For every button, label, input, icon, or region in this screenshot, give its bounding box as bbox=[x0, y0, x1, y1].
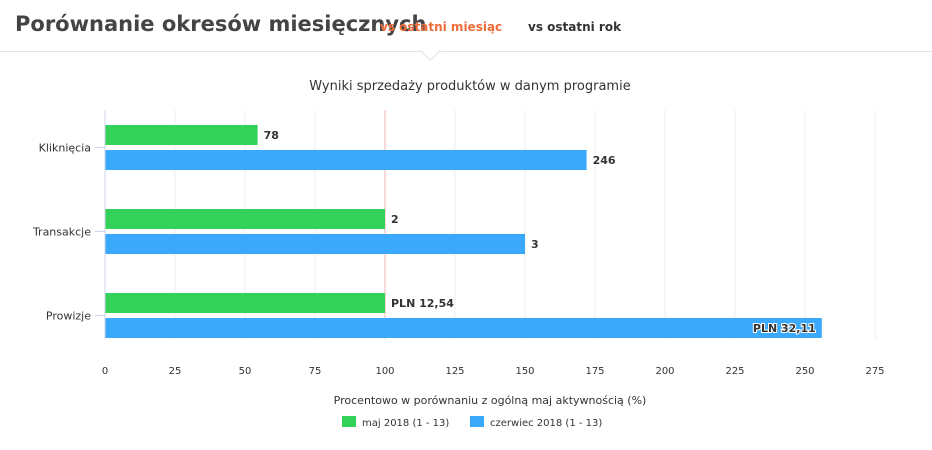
page-title: Porównanie okresów miesięcznych bbox=[15, 12, 427, 36]
x-tick-label: 150 bbox=[515, 366, 534, 377]
bar-maj[interactable] bbox=[105, 293, 385, 313]
x-tick-label: 100 bbox=[375, 366, 394, 377]
bar-czerwiec[interactable] bbox=[105, 318, 822, 338]
x-tick-label: 200 bbox=[655, 366, 674, 377]
tab-vs-last-month[interactable]: vs ostatni miesiąc bbox=[380, 20, 503, 34]
bar-czerwiec[interactable] bbox=[105, 234, 525, 254]
tab-vs-last-year[interactable]: vs ostatni rok bbox=[528, 20, 622, 34]
data-label: 2 bbox=[391, 213, 399, 226]
y-category-label: Prowizje bbox=[46, 310, 91, 323]
data-label: PLN 32,11 bbox=[753, 322, 816, 335]
x-axis-label: Procentowo w porównaniu z ogólną maj akt… bbox=[334, 394, 647, 407]
data-label: 78 bbox=[264, 129, 279, 142]
x-tick-label: 50 bbox=[239, 366, 252, 377]
x-tick-label: 175 bbox=[585, 366, 604, 377]
x-tick-label: 125 bbox=[445, 366, 464, 377]
data-label: 3 bbox=[531, 238, 539, 251]
chart: Wyniki sprzedaży produktów w danym progr… bbox=[32, 79, 885, 429]
data-label: PLN 12,54 bbox=[391, 297, 454, 310]
legend-label[interactable]: maj 2018 (1 - 13) bbox=[362, 418, 449, 429]
bar-maj[interactable] bbox=[105, 125, 258, 145]
legend-swatch[interactable] bbox=[342, 416, 356, 427]
x-tick-label: 0 bbox=[102, 366, 108, 377]
legend-label[interactable]: czerwiec 2018 (1 - 13) bbox=[490, 418, 602, 429]
x-tick-label: 275 bbox=[865, 366, 884, 377]
data-label: 246 bbox=[593, 154, 616, 167]
bar-maj[interactable] bbox=[105, 209, 385, 229]
bar-czerwiec[interactable] bbox=[105, 150, 587, 170]
chart-title: Wyniki sprzedaży produktów w danym progr… bbox=[309, 79, 630, 94]
x-tick-label: 225 bbox=[725, 366, 744, 377]
x-tick-label: 250 bbox=[795, 366, 814, 377]
y-category-label: Kliknięcia bbox=[39, 142, 91, 155]
x-tick-label: 75 bbox=[309, 366, 322, 377]
y-category-label: Transakcje bbox=[32, 226, 91, 239]
x-tick-label: 25 bbox=[169, 366, 182, 377]
header: Porównanie okresów miesięcznych vs ostat… bbox=[0, 0, 932, 52]
legend-swatch[interactable] bbox=[470, 416, 484, 427]
